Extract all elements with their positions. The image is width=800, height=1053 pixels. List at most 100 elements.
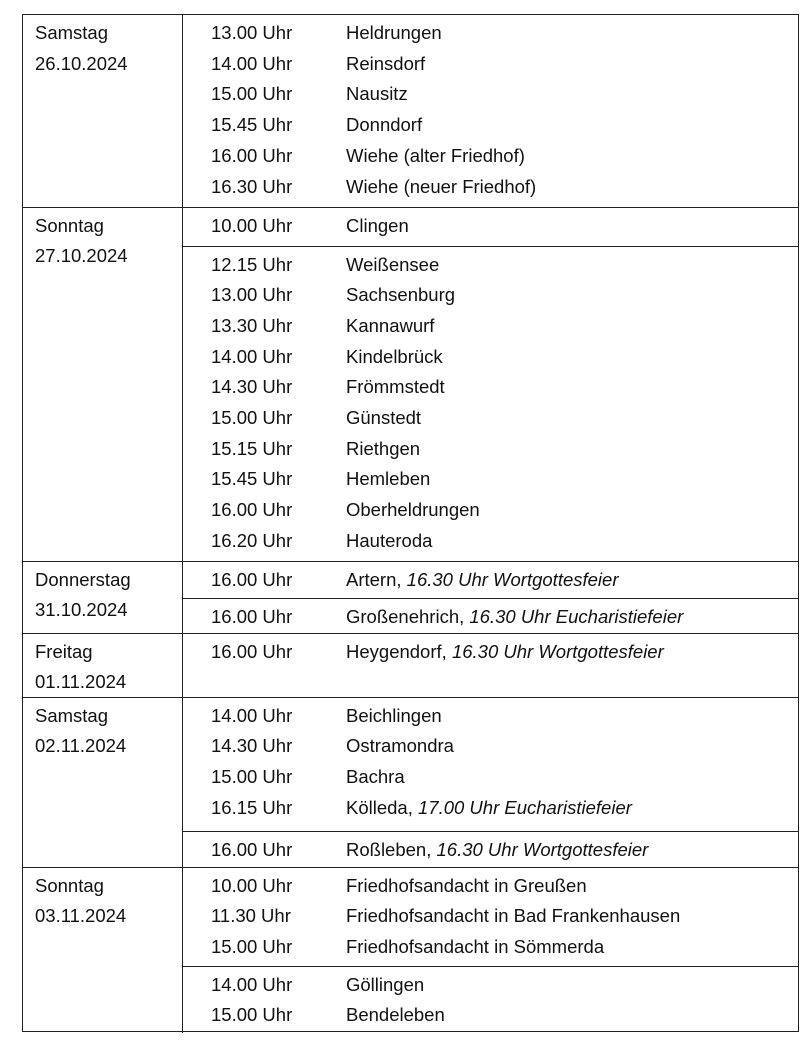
- day-name: Donnerstag: [35, 568, 131, 590]
- day-name: Sonntag: [35, 214, 104, 236]
- day-group: Sonntag 27.10.2024 10.00 Uhr Clingen 12.15 U…: [23, 206, 798, 562]
- day-date-cell: Freitag 01.11.2024: [35, 637, 126, 698]
- location-name: Roßleben,: [346, 838, 432, 860]
- entry-time: 15.00 Uhr: [211, 765, 293, 787]
- entry-location: Friedhofsandacht in Sömmerda: [346, 932, 604, 963]
- date-value: 31.10.2024: [35, 599, 128, 621]
- entry-location: Wiehe (alter Friedhof): [346, 141, 525, 172]
- location-name: Donndorf: [346, 114, 423, 136]
- entry-time: 11.30 Uhr: [211, 905, 291, 927]
- time-block: 16.00 Uhr Heygendorf, 16.30 Uhr Wortgotte…: [183, 634, 798, 698]
- entry-location: Friedhofsandacht in Greußen: [346, 871, 587, 902]
- entry-location: Friedhofsandacht in Bad Frankenhausen: [346, 901, 680, 932]
- entry-location: Kölleda, 17.00 Uhr Eucharistiefeier: [346, 793, 632, 824]
- entry-location: Hauteroda: [346, 526, 432, 557]
- location-name: Hauteroda: [346, 529, 433, 551]
- entry-time: 14.30 Uhr: [211, 735, 293, 757]
- column-divider: [182, 633, 183, 698]
- location-name: Bendeleben: [346, 1004, 445, 1026]
- day-name: Samstag: [35, 22, 109, 43]
- location-name: Göllingen: [346, 973, 425, 995]
- service-note: 16.30 Uhr Wortgottesfeier: [451, 640, 664, 662]
- day-group: Freitag 01.11.2024 16.00 Uhr Heygendorf, 16…: [23, 632, 798, 698]
- location-name: Clingen: [346, 214, 409, 236]
- entry-location: Clingen: [346, 211, 409, 242]
- day-group: Samstag 26.10.2024 13.00 Uhr Heldrungen 14.0…: [23, 15, 798, 208]
- entry-time: 16.00 Uhr: [211, 838, 293, 860]
- entry-time: 13.00 Uhr: [211, 22, 293, 43]
- location-name: Oberheldrungen: [346, 499, 480, 521]
- entry-time: 16.00 Uhr: [211, 605, 293, 627]
- location-name: Heldrungen: [346, 22, 442, 43]
- service-note: 16.30 Uhr Eucharistiefeier: [469, 605, 684, 627]
- entry-time: 16.20 Uhr: [211, 529, 293, 551]
- entry-location: Riethgen: [346, 434, 420, 465]
- entry-time: 13.00 Uhr: [211, 284, 293, 306]
- time-block: 14.00 Uhr Beichlingen 14.30 Uhr Ostramondra…: [183, 698, 798, 831]
- day-group: Donnerstag 31.10.2024 16.00 Uhr Artern, 16.…: [23, 560, 798, 635]
- location-name: Großenehrich,: [346, 605, 465, 627]
- location-name: Nausitz: [346, 83, 408, 105]
- entry-location: Nausitz: [346, 79, 408, 110]
- entry-location: Roßleben, 16.30 Uhr Wortgottesfeier: [346, 835, 648, 866]
- day-date-cell: Donnerstag 31.10.2024: [35, 565, 131, 626]
- location-name: Ostramondra: [346, 735, 454, 757]
- entry-time: 12.15 Uhr: [211, 253, 293, 275]
- location-name: Sachsenburg: [346, 284, 456, 306]
- entry-time: 14.00 Uhr: [211, 345, 293, 367]
- location-name: Reinsdorf: [346, 52, 426, 74]
- location-name: Kölleda,: [346, 796, 413, 818]
- time-block: 16.00 Uhr Roßleben, 16.30 Uhr Wortgottesf…: [183, 830, 798, 869]
- day-name: Freitag: [35, 640, 93, 662]
- day-group: Samstag 02.11.2024 14.00 Uhr Beichlingen 14.…: [23, 696, 798, 869]
- entry-location: Großenehrich, 16.30 Uhr Eucharistiefeier: [346, 602, 683, 633]
- entry-location: Artern, 16.30 Uhr Wortgottesfeier: [346, 565, 619, 596]
- entry-location: Heldrungen: [346, 18, 442, 49]
- entry-time: 10.00 Uhr: [211, 214, 293, 236]
- location-name: Beichlingen: [346, 704, 442, 726]
- entry-location: Weißensee: [346, 250, 439, 281]
- entry-time: 16.15 Uhr: [211, 796, 293, 818]
- entry-location: Ostramondra: [346, 731, 454, 762]
- column-divider: [182, 561, 183, 634]
- entry-location: Sachsenburg: [346, 280, 455, 311]
- entry-time: 15.45 Uhr: [211, 114, 293, 136]
- entry-time: 15.15 Uhr: [211, 437, 293, 459]
- entry-location: Heygendorf, 16.30 Uhr Wortgottesfeier: [346, 637, 664, 668]
- time-block: 16.00 Uhr Artern, 16.30 Uhr Wortgottesfei…: [183, 562, 798, 598]
- entry-time: 10.00 Uhr: [211, 874, 293, 896]
- time-block: 16.00 Uhr Großenehrich, 16.30 Uhr Euchari…: [183, 597, 798, 635]
- entry-time: 15.00 Uhr: [211, 935, 293, 957]
- column-divider: [182, 867, 183, 1033]
- entry-time: 14.00 Uhr: [211, 704, 293, 726]
- location-name: Kindelbrück: [346, 345, 443, 367]
- location-name: Hemleben: [346, 468, 431, 490]
- entry-time: 14.00 Uhr: [211, 52, 293, 74]
- date-value: 01.11.2024: [35, 671, 127, 693]
- location-name: Riethgen: [346, 437, 421, 459]
- time-block: 14.00 Uhr Göllingen 15.00 Uhr Bendeleben: [183, 965, 798, 1034]
- entry-location: Günstedt: [346, 403, 421, 434]
- column-divider: [182, 207, 183, 562]
- service-note: 16.30 Uhr Wortgottesfeier: [406, 568, 619, 590]
- entry-location: Bendeleben: [346, 1000, 445, 1031]
- day-date-cell: Sonntag 27.10.2024: [35, 211, 128, 272]
- entry-location: Kannawurf: [346, 311, 434, 342]
- entry-time: 16.00 Uhr: [211, 568, 293, 590]
- column-divider: [182, 697, 183, 868]
- entry-time: 16.00 Uhr: [211, 499, 293, 521]
- entry-time: 15.00 Uhr: [211, 83, 293, 105]
- entry-location: Beichlingen: [346, 701, 442, 732]
- time-block: 13.00 Uhr Heldrungen 14.00 Uhr Reinsdorf 15.…: [183, 15, 798, 208]
- date-value: 03.11.2024: [35, 905, 127, 927]
- entry-location: Oberheldrungen: [346, 495, 480, 526]
- entry-location: Reinsdorf: [346, 49, 425, 80]
- location-name: Friedhofsandacht in Greußen: [346, 874, 587, 896]
- location-name: Günstedt: [346, 407, 422, 428]
- day-group: Sonntag 03.11.2024 10.00 Uhr Friedhofsandac…: [23, 866, 798, 1034]
- entry-time: 16.00 Uhr: [211, 640, 293, 662]
- entry-location: Frömmstedt: [346, 372, 445, 403]
- day-name: Samstag: [35, 704, 109, 726]
- location-name: Bachra: [346, 765, 405, 787]
- date-value: 02.11.2024: [35, 735, 127, 757]
